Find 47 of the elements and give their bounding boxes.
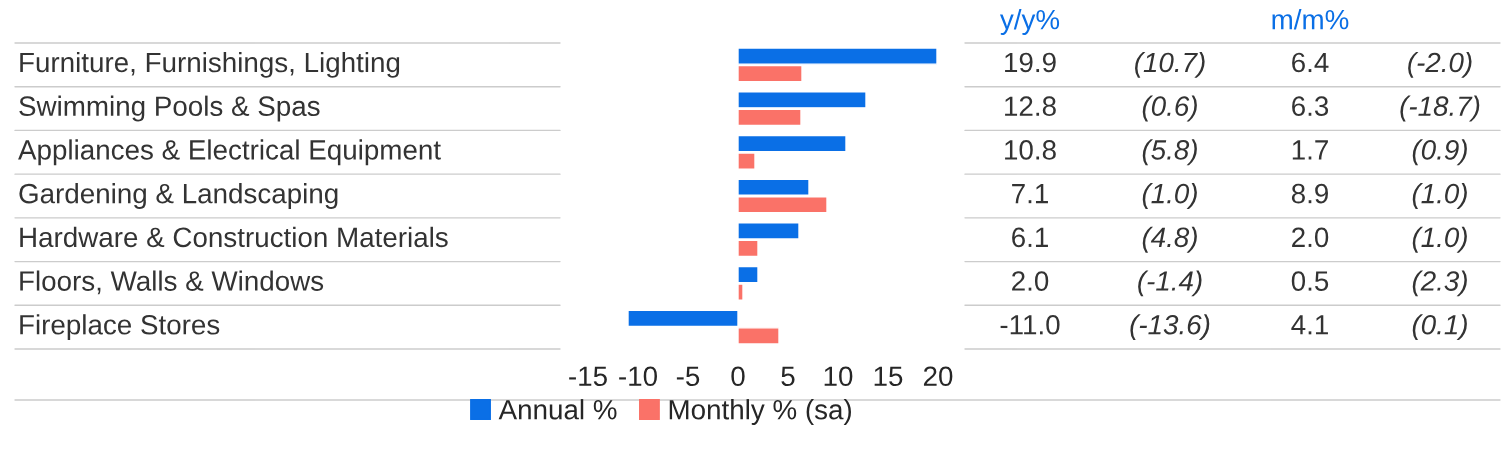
data-label: 2.0	[1292, 227, 1329, 248]
text: (-18.7)	[1400, 95, 1480, 122]
data-label: 4.1	[1291, 315, 1328, 335]
text: (0.1)	[1412, 314, 1467, 341]
data-label: 12.8	[1005, 96, 1056, 117]
y-tick-label: Hardware & Construction Materials	[20, 226, 448, 248]
data-label: 2.0	[1012, 271, 1049, 291]
text: y/y%	[999, 9, 1060, 35]
text: (10.7)	[1135, 51, 1205, 78]
x-tick-label: 0	[731, 366, 745, 387]
data-label: 10.8	[1005, 140, 1056, 160]
text: (5.8)	[1142, 139, 1197, 166]
y-tick-label: Gardening & Landscaping	[19, 183, 338, 209]
legend-label: Annual %	[498, 399, 617, 420]
x-tick-label: 5	[781, 366, 795, 387]
text: m/m%	[1272, 9, 1349, 30]
x-tick-label: -10	[619, 366, 657, 387]
text: (1.0)	[1412, 226, 1467, 253]
data-label: 6.1	[1012, 227, 1048, 248]
text: (1.0)	[1412, 183, 1467, 209]
y-tick-label: Floors, Walls & Windows	[20, 270, 324, 295]
legend-label: Monthly % (sa)	[669, 399, 851, 425]
x-tick-label: 15	[874, 366, 903, 387]
x-tick-label: 10	[824, 366, 853, 387]
y-tick-label: Appliances & Electrical Equipment	[18, 139, 441, 166]
text: (-1.4)	[1138, 270, 1202, 297]
text: (0.9)	[1412, 139, 1467, 166]
data-label: 7.1	[1012, 184, 1048, 204]
x-tick-label: -15	[569, 366, 607, 387]
data-label: -11.0	[1000, 314, 1060, 335]
text: (4.8)	[1142, 226, 1197, 253]
data-label: 1.7	[1292, 140, 1328, 160]
data-label: 19.9	[1005, 52, 1056, 73]
y-tick-label: Fireplace Stores	[20, 314, 220, 341]
x-tick-label: -5	[676, 366, 700, 387]
y-tick-label: Swimming Pools & Spas	[19, 95, 320, 122]
y-tick-label: Furniture, Furnishings, Lighting	[20, 51, 400, 78]
data-label: 6.4	[1292, 52, 1329, 73]
text: (-13.6)	[1130, 314, 1210, 341]
data-label: 6.3	[1292, 96, 1329, 117]
data-label: 8.9	[1291, 183, 1328, 204]
x-tick-label: 20	[923, 366, 953, 387]
text: (1.0)	[1142, 183, 1197, 209]
data-label: 0.5	[1291, 271, 1329, 291]
text: (2.3)	[1412, 270, 1467, 297]
text: (-2.0)	[1408, 51, 1472, 78]
text: (0.6)	[1142, 95, 1197, 122]
